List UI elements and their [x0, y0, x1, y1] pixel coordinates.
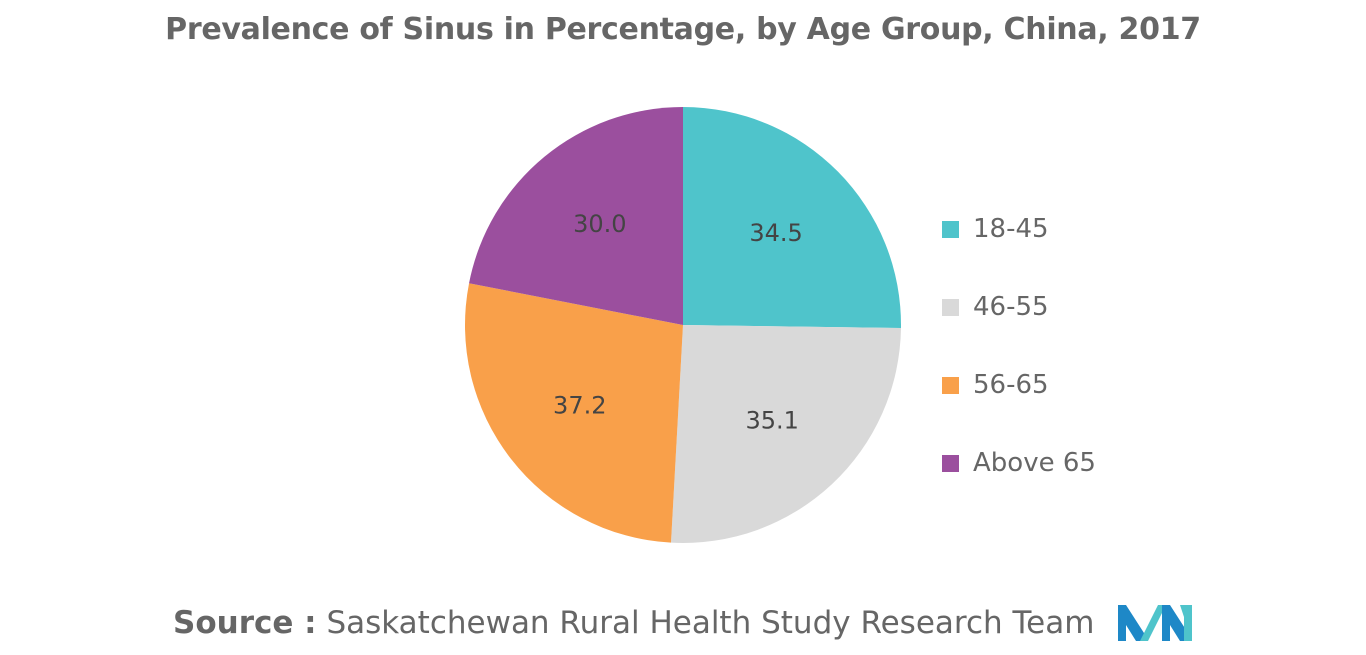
legend-label: 46-55: [973, 292, 1049, 322]
legend-label: Above 65: [973, 448, 1096, 478]
source-note: Source : Saskatchewan Rural Health Study…: [173, 605, 1094, 641]
logo-left-shape: [1118, 605, 1144, 641]
chart-title: Prevalence of Sinus in Percentage, by Ag…: [165, 12, 1201, 47]
data-label-above-65: 30.0: [573, 210, 626, 238]
data-label-56-65: 37.2: [553, 391, 606, 419]
chart-legend: 18-45 46-55 56-65 Above 65: [942, 190, 1096, 502]
source-text: Saskatchewan Rural Health Study Research…: [326, 605, 1095, 641]
legend-item: 56-65: [942, 346, 1096, 424]
source-prefix: Source :: [173, 605, 317, 641]
legend-label: 18-45: [973, 214, 1049, 244]
logo-middle-shape: [1140, 605, 1166, 641]
legend-item: 18-45: [942, 190, 1096, 268]
pie-slice-56-65: [465, 283, 683, 543]
logo-right-shape: [1162, 605, 1188, 641]
pie-slice-18-45: [683, 107, 902, 329]
legend-swatch: [942, 376, 959, 394]
legend-item: Above 65: [942, 424, 1096, 502]
legend-swatch: [942, 298, 959, 316]
legend-swatch: [942, 454, 959, 472]
pie-slice-above-65: [469, 107, 683, 325]
data-label-18-45: 34.5: [749, 219, 802, 247]
logo-right-accent: [1180, 605, 1192, 641]
legend-label: 56-65: [973, 370, 1049, 400]
data-label-46-55: 35.1: [746, 407, 799, 435]
pie-slices: [465, 107, 902, 543]
pie-slice-46-55: [670, 325, 901, 543]
legend-swatch: [942, 220, 959, 238]
pie-data-labels: 34.5 35.1 37.2 30.0: [553, 210, 803, 435]
legend-item: 46-55: [942, 268, 1096, 346]
brand-logo-icon: [1118, 605, 1192, 641]
